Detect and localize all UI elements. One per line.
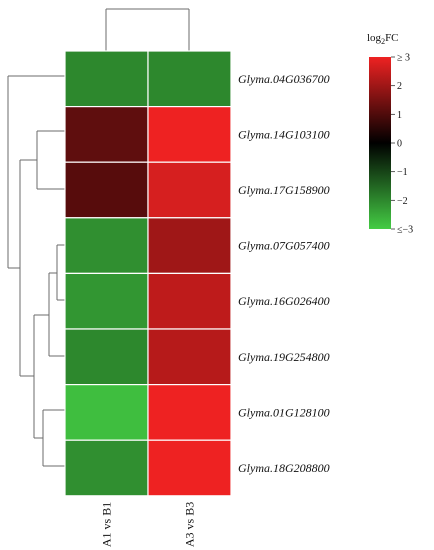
gene-label: Glyma.01G128100 — [238, 405, 330, 419]
legend-tick-label: ≥ 3 — [397, 53, 410, 64]
legend-tick-label: −1 — [397, 167, 408, 178]
heatmap-cell — [64, 384, 149, 441]
gene-label: Glyma.19G254800 — [238, 350, 330, 364]
legend-title: log2FC — [367, 32, 399, 46]
heatmap-cell — [64, 50, 149, 108]
heatmap-cell — [147, 439, 232, 497]
heatmap-cell — [64, 272, 149, 330]
heatmap-cell — [147, 105, 232, 163]
gene-label: Glyma.04G036700 — [238, 72, 330, 86]
column-label: A3 vs B3 — [183, 502, 197, 547]
row-dendrogram — [7, 75, 65, 467]
row-labels: Glyma.04G036700 Glyma.14G103100 Glyma.17G1… — [238, 72, 330, 475]
heatmap-cell — [64, 217, 149, 275]
heatmap-cell — [64, 328, 149, 386]
gene-label: Glyma.16G026400 — [238, 294, 330, 308]
legend-tick-label: ≤−3 — [397, 225, 413, 236]
heatmap-cells — [64, 50, 232, 497]
heatmap-cell — [147, 272, 232, 330]
gene-label: Glyma.17G158900 — [238, 183, 330, 197]
heatmap-cell — [64, 439, 149, 497]
heatmap-cell — [147, 384, 232, 441]
legend-tick-label: 2 — [397, 81, 402, 92]
color-legend: log2FC ≥ 3 2 1 0 −1 −2 ≤−3 — [367, 32, 413, 236]
gene-label: Glyma.18G208800 — [238, 461, 330, 475]
legend-ticks: ≥ 3 2 1 0 −1 −2 ≤−3 — [391, 53, 413, 236]
gene-label: Glyma.07G057400 — [238, 239, 330, 253]
heatmap-cell — [147, 328, 232, 386]
heatmap-cell — [147, 217, 232, 275]
column-labels: A1 vs B1 A3 vs B3 — [100, 502, 197, 547]
legend-tick-label: 1 — [397, 110, 402, 121]
heatmap-cell — [64, 105, 149, 163]
column-label: A1 vs B1 — [100, 502, 114, 547]
legend-tick-label: 0 — [397, 139, 402, 150]
heatmap-cell — [147, 161, 232, 219]
heatmap-cell — [64, 161, 149, 219]
heatmap-cell — [147, 50, 232, 108]
column-dendrogram — [105, 8, 190, 51]
legend-tick-label: −2 — [397, 196, 408, 207]
gene-label: Glyma.14G103100 — [238, 127, 330, 141]
legend-colorbar — [369, 57, 391, 229]
